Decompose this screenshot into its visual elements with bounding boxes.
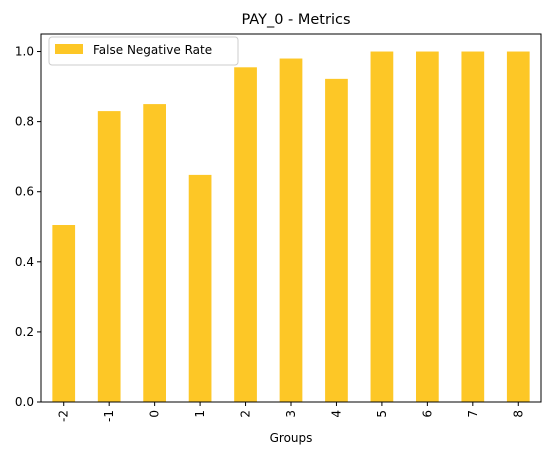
bar-7 [461, 51, 485, 403]
bars-group [52, 51, 530, 403]
y-tick-label: 0.2 [15, 325, 34, 339]
bar-3 [279, 58, 303, 403]
legend-swatch [55, 44, 83, 54]
y-tick-label: 0.0 [15, 395, 34, 409]
legend-label: False Negative Rate [93, 43, 212, 57]
plot-frame [40, 33, 542, 403]
x-tick-label: 5 [375, 410, 389, 418]
x-axis-label: Groups [270, 431, 313, 445]
legend-box [48, 36, 239, 66]
bar-1 [188, 174, 212, 402]
x-axis: -2 -1 0 1 2 3 4 5 6 7 8 [57, 402, 525, 422]
bar-5 [370, 51, 394, 403]
x-tick-label: -2 [57, 410, 71, 422]
x-tick-label: 3 [284, 410, 298, 418]
y-tick-label: 0.4 [15, 255, 34, 269]
bar-4 [325, 78, 348, 402]
bar-6 [416, 51, 439, 403]
x-tick-label: 7 [466, 410, 480, 418]
y-tick-label: 1.0 [15, 45, 34, 59]
x-tick-label: 4 [329, 410, 343, 418]
x-tick-label: 0 [148, 410, 162, 418]
x-tick-label: -1 [102, 410, 116, 422]
y-tick-label: 0.8 [15, 115, 34, 129]
bar-0 [143, 104, 166, 402]
legend: False Negative Rate [48, 36, 239, 66]
y-tick-label: 0.6 [15, 185, 34, 199]
bar--1 [97, 111, 121, 402]
bar-2 [234, 67, 257, 403]
x-tick-label: 1 [193, 410, 207, 418]
x-tick-label: 8 [511, 410, 525, 418]
chart-title: PAY_0 - Metrics [241, 12, 350, 28]
bar--2 [52, 225, 76, 402]
x-tick-label: 2 [239, 410, 253, 418]
x-tick-label: 6 [420, 410, 434, 418]
bar-8 [506, 51, 530, 403]
y-axis: 0.0 0.2 0.4 0.6 0.8 1.0 [15, 45, 41, 409]
